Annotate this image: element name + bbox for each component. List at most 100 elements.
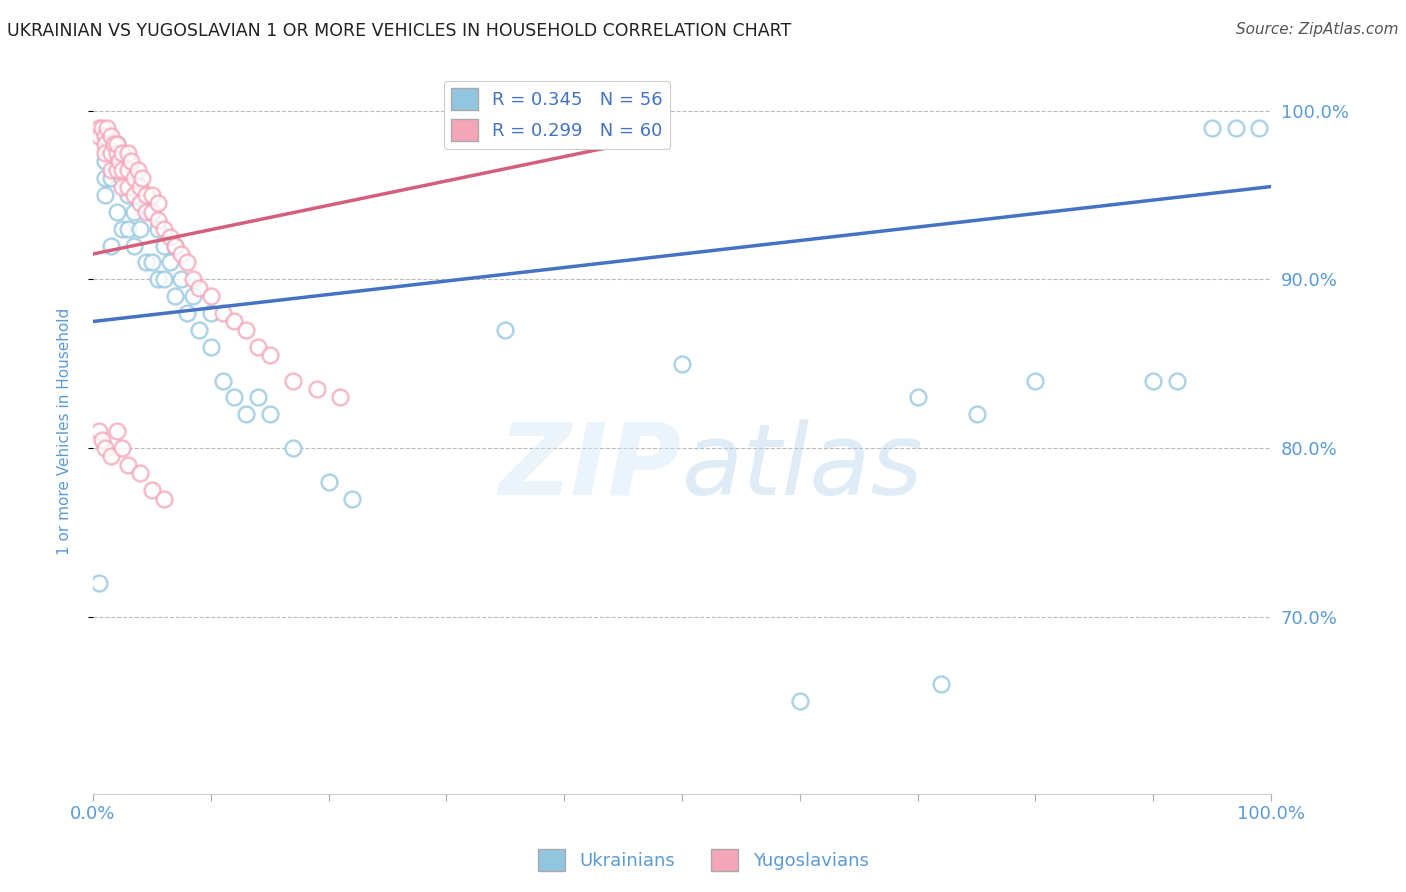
Point (146, 196, 169, 211)
Point (100, 162, 122, 177)
Point (141, 205, 163, 219)
Point (105, 205, 128, 219)
Point (211, 374, 233, 388)
Point (200, 289, 222, 303)
Point (135, 255, 157, 269)
Point (165, 238, 187, 252)
Point (246, 390, 269, 404)
Point (340, 491, 363, 506)
Point (122, 205, 145, 219)
Point (117, 188, 139, 202)
Text: ZIP: ZIP (499, 419, 682, 516)
Point (87, 128, 110, 143)
Point (105, 162, 128, 177)
Point (141, 483, 163, 497)
Point (129, 467, 152, 481)
Point (146, 221, 169, 235)
Point (1225, 120, 1247, 135)
Point (1142, 374, 1164, 388)
Point (146, 272, 169, 286)
Point (135, 188, 157, 202)
Point (91, 120, 114, 135)
Point (120, 154, 142, 169)
Point (181, 289, 204, 303)
Point (259, 407, 281, 421)
Text: Source: ZipAtlas.com: Source: ZipAtlas.com (1236, 22, 1399, 37)
Point (135, 205, 157, 219)
Point (91, 433, 114, 447)
Point (1166, 374, 1188, 388)
Point (94, 128, 117, 143)
Point (111, 221, 134, 235)
Point (152, 272, 174, 286)
Point (122, 188, 145, 202)
Point (94, 145, 117, 160)
Point (141, 205, 163, 219)
Point (122, 238, 145, 252)
Point (246, 340, 269, 354)
Point (117, 179, 139, 194)
Point (131, 171, 153, 186)
Point (103, 137, 125, 152)
Point (224, 314, 246, 328)
Point (146, 213, 169, 227)
Point (105, 137, 128, 152)
Point (152, 221, 174, 235)
Point (1201, 120, 1223, 135)
Point (105, 137, 128, 152)
Point (200, 340, 222, 354)
Point (141, 255, 163, 269)
Text: atlas: atlas (682, 419, 924, 516)
Point (235, 323, 257, 337)
Point (907, 390, 929, 404)
Point (127, 162, 149, 177)
Point (105, 145, 128, 160)
Point (1024, 374, 1046, 388)
Point (170, 247, 193, 261)
Point (165, 238, 187, 252)
Point (111, 145, 134, 160)
Point (94, 154, 117, 169)
Point (181, 272, 204, 286)
Point (305, 382, 328, 396)
Point (105, 154, 128, 169)
Point (188, 323, 211, 337)
Point (165, 289, 187, 303)
Point (108, 154, 131, 169)
Point (159, 255, 181, 269)
Legend: Ukrainians, Yugoslavians: Ukrainians, Yugoslavians (530, 842, 876, 879)
Point (87, 120, 110, 135)
Point (152, 491, 174, 506)
Point (259, 348, 281, 362)
Point (117, 162, 139, 177)
Point (671, 357, 693, 371)
Point (159, 230, 181, 244)
Point (100, 145, 122, 160)
Point (122, 171, 145, 186)
Point (211, 306, 233, 320)
Point (141, 188, 163, 202)
Text: UKRAINIAN VS YUGOSLAVIAN 1 OR MORE VEHICLES IN HOUSEHOLD CORRELATION CHART: UKRAINIAN VS YUGOSLAVIAN 1 OR MORE VEHIC… (7, 22, 792, 40)
Point (929, 677, 952, 691)
Point (94, 441, 117, 455)
Point (494, 323, 516, 337)
Point (176, 255, 198, 269)
Point (96, 120, 118, 135)
Point (200, 306, 222, 320)
Point (94, 137, 117, 152)
Point (117, 221, 139, 235)
Point (105, 424, 128, 438)
Point (170, 272, 193, 286)
Point (94, 188, 117, 202)
Point (152, 238, 174, 252)
Point (129, 221, 152, 235)
Point (100, 450, 122, 464)
Point (122, 171, 145, 186)
Point (1249, 120, 1271, 135)
Point (283, 374, 305, 388)
Point (111, 441, 134, 455)
Legend: R = 0.345   N = 56, R = 0.299   N = 60: R = 0.345 N = 56, R = 0.299 N = 60 (444, 81, 671, 149)
Point (329, 390, 352, 404)
Point (789, 694, 811, 708)
Point (129, 196, 152, 211)
